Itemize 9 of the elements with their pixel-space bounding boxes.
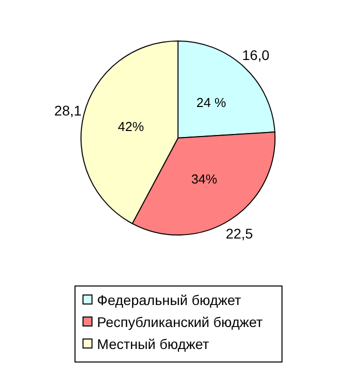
text: 34% xyxy=(191,171,218,186)
data-label: 22,5 xyxy=(226,225,254,242)
legend-label: Федеральный бюджет xyxy=(97,292,242,308)
data-label: 16,0 xyxy=(242,47,270,64)
data-label: 28,1 xyxy=(54,102,82,118)
text: 24 % xyxy=(196,95,226,110)
legend-label: Республиканский бюджет xyxy=(97,314,264,330)
text: 42% xyxy=(118,118,144,134)
legend-label: Местный бюджет xyxy=(97,336,210,352)
